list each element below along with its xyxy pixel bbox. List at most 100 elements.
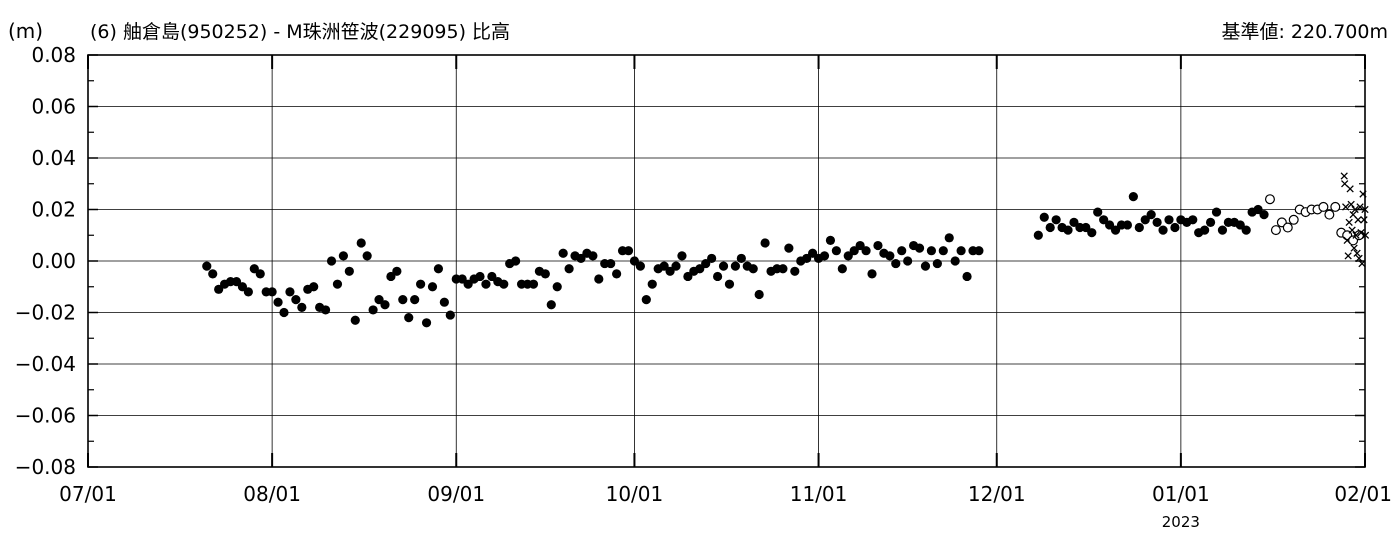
data-point-filled bbox=[1188, 215, 1198, 225]
data-point-filled bbox=[297, 302, 307, 312]
data-point-open bbox=[1318, 201, 1329, 212]
data-point-filled bbox=[457, 274, 467, 284]
x-tick-label: 12/01 bbox=[968, 482, 1026, 506]
data-point-filled bbox=[255, 269, 265, 279]
data-point-filled bbox=[1122, 220, 1133, 230]
y-tick-label: 0.08 bbox=[31, 43, 76, 67]
data-point-filled bbox=[344, 266, 354, 276]
data-point-filled bbox=[528, 279, 539, 289]
data-point-filled bbox=[404, 313, 414, 323]
data-point-filled bbox=[926, 246, 937, 256]
x-tick-label: 07/01 bbox=[59, 482, 117, 506]
data-point-filled bbox=[487, 271, 497, 282]
data-point-filled bbox=[671, 261, 681, 271]
data-point-filled bbox=[701, 258, 711, 269]
data-point-open bbox=[1264, 194, 1275, 205]
data-point-filled bbox=[606, 258, 616, 269]
data-point-filled bbox=[540, 269, 550, 279]
data-point-filled bbox=[320, 305, 331, 315]
data-point-filled bbox=[950, 256, 960, 266]
data-point-filled bbox=[647, 279, 657, 289]
data-point-filled bbox=[208, 269, 218, 279]
data-point-open bbox=[1330, 201, 1341, 212]
data-point-filled bbox=[760, 238, 770, 248]
data-point-filled bbox=[1033, 230, 1043, 240]
data-point-filled bbox=[956, 246, 966, 256]
data-point-filled bbox=[778, 264, 788, 274]
data-point-filled bbox=[552, 282, 562, 292]
data-point-cross bbox=[1355, 254, 1363, 263]
data-point-filled bbox=[754, 289, 764, 300]
data-point-filled bbox=[1164, 215, 1174, 225]
data-point-filled bbox=[855, 240, 865, 251]
data-point-cross bbox=[1345, 218, 1353, 227]
data-point-filled bbox=[843, 251, 853, 261]
data-point-filled bbox=[623, 246, 634, 256]
data-point-filled bbox=[309, 282, 319, 292]
data-point-filled bbox=[546, 300, 556, 310]
data-point-filled bbox=[867, 269, 877, 279]
data-point-filled bbox=[1140, 215, 1150, 225]
data-point-filled bbox=[635, 261, 645, 271]
data-point-filled bbox=[433, 264, 444, 274]
data-point-filled bbox=[1039, 212, 1049, 222]
data-point-cross bbox=[1343, 236, 1351, 245]
data-point-cross bbox=[1353, 249, 1361, 257]
data-point-filled bbox=[231, 277, 242, 287]
data-point-cross bbox=[1357, 229, 1365, 237]
data-point-filled bbox=[588, 251, 598, 261]
data-point-filled bbox=[576, 253, 586, 264]
y-tick-label: −0.02 bbox=[15, 301, 76, 325]
data-point-filled bbox=[724, 279, 735, 289]
x-tick-labels: 07/01 08/01 09/01 10/01 11/01 12/01 01/01 02/01 bbox=[59, 482, 1392, 506]
data-point-open bbox=[1270, 225, 1281, 236]
data-point-filled bbox=[1152, 217, 1162, 227]
data-point-filled bbox=[594, 274, 604, 284]
data-point-cross bbox=[1348, 226, 1356, 234]
data-point-cross bbox=[1350, 244, 1358, 252]
data-point-filled bbox=[1105, 220, 1115, 230]
x-tick-label: 11/01 bbox=[790, 482, 848, 506]
data-point-filled bbox=[410, 295, 420, 305]
data-point-filled bbox=[392, 266, 402, 276]
data-points bbox=[202, 172, 1370, 328]
data-point-filled bbox=[873, 240, 883, 251]
reference-value-label: 基準値: 220.700m bbox=[1221, 21, 1388, 43]
data-point-filled bbox=[1205, 217, 1216, 227]
data-point-filled bbox=[374, 295, 384, 305]
data-point-filled bbox=[481, 279, 491, 289]
data-point-filled bbox=[1045, 222, 1055, 233]
x-tick-label: 02/01 bbox=[1334, 482, 1392, 506]
data-point-filled bbox=[291, 295, 301, 305]
data-point-filled bbox=[285, 287, 295, 297]
tick-marks bbox=[87, 54, 1366, 468]
data-point-filled bbox=[356, 238, 366, 248]
x-tick-label: 10/01 bbox=[606, 482, 664, 506]
data-point-filled bbox=[421, 318, 432, 328]
y-tick-label: 0.00 bbox=[31, 249, 76, 273]
y-tick-label: 0.06 bbox=[31, 95, 76, 119]
data-point-filled bbox=[932, 258, 942, 269]
y-tick-label: −0.06 bbox=[15, 404, 76, 428]
y-axis-unit: (m) bbox=[8, 19, 43, 43]
data-point-filled bbox=[368, 305, 378, 315]
data-point-filled bbox=[897, 246, 907, 256]
data-point-filled bbox=[659, 261, 669, 271]
data-point-cross bbox=[1359, 190, 1367, 198]
data-point-filled bbox=[1099, 215, 1109, 225]
data-point-filled bbox=[1081, 222, 1091, 233]
data-point-cross bbox=[1347, 200, 1355, 209]
data-point-filled bbox=[1093, 207, 1103, 217]
data-point-filled bbox=[677, 251, 687, 261]
data-point-filled bbox=[273, 297, 283, 307]
data-point-filled bbox=[784, 243, 794, 253]
data-point-cross bbox=[1344, 252, 1352, 260]
data-point-filled bbox=[416, 279, 426, 289]
y-tick-label: −0.04 bbox=[15, 352, 76, 376]
data-point-filled bbox=[1241, 225, 1251, 235]
data-point-filled bbox=[1051, 215, 1061, 225]
data-point-filled bbox=[445, 310, 455, 320]
data-point-filled bbox=[362, 251, 372, 261]
data-point-filled bbox=[202, 261, 212, 271]
